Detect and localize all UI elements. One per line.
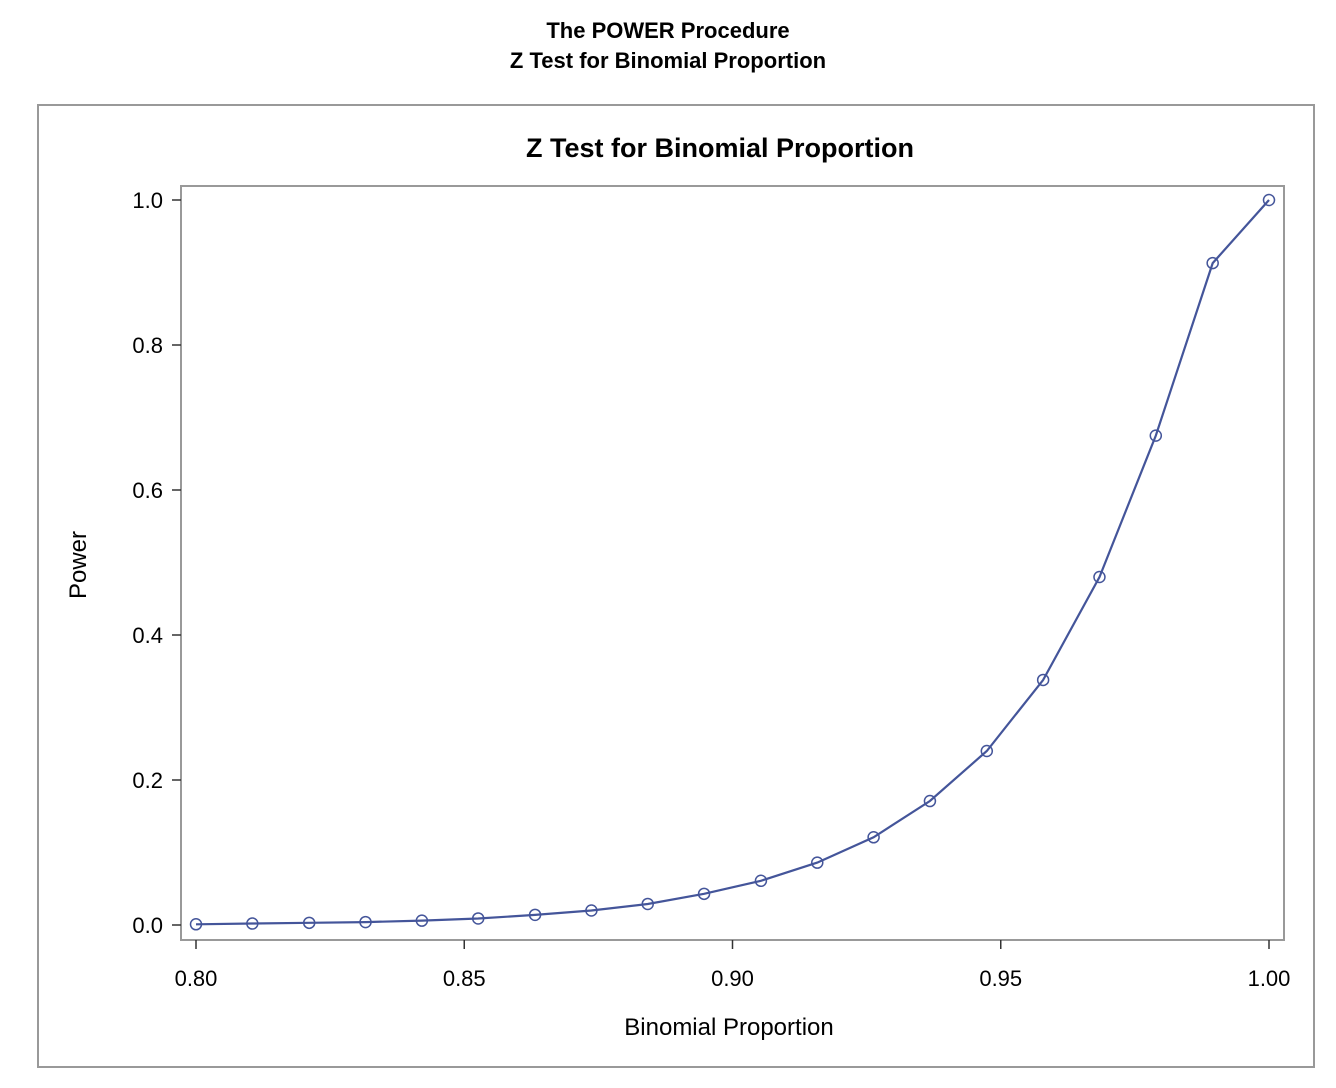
data-point xyxy=(302,916,316,930)
y-tick-label: 0.2 xyxy=(132,768,163,793)
procedure-subtitle: Z Test for Binomial Proportion xyxy=(509,48,827,73)
procedure-title: The POWER Procedure xyxy=(546,18,790,43)
graph-frame xyxy=(37,104,1315,1068)
data-point xyxy=(980,744,994,758)
data-point xyxy=(585,904,598,917)
y-tick-label: 0.0 xyxy=(132,913,163,938)
data-point xyxy=(1206,256,1219,270)
x-tick-label: 0.95 xyxy=(979,966,1022,991)
series-line xyxy=(195,199,1270,926)
data-point xyxy=(1262,193,1276,207)
y-tick-label: 0.4 xyxy=(132,623,163,648)
power-series xyxy=(189,193,1276,931)
x-axis-label: Binomial Proportion xyxy=(624,1014,833,1041)
x-axis: 0.80 0.85 0.90 0.95 1.00 xyxy=(175,940,1291,991)
data-point xyxy=(246,917,259,930)
data-point xyxy=(1149,429,1163,442)
x-tick-label: 1.00 xyxy=(1248,966,1291,991)
data-point xyxy=(528,908,542,922)
data-point xyxy=(754,874,768,888)
chart-title: Z Test for Binomial Proportion xyxy=(526,133,914,163)
y-axis-label: Power xyxy=(65,531,92,599)
data-point xyxy=(1093,570,1106,584)
data-point xyxy=(641,897,654,911)
x-tick-label: 0.90 xyxy=(711,966,754,991)
data-point xyxy=(189,918,203,931)
data-point xyxy=(471,912,485,925)
y-tick-label: 0.8 xyxy=(132,333,163,358)
data-point xyxy=(697,887,711,901)
x-tick-label: 0.85 xyxy=(443,966,486,991)
data-point xyxy=(1036,673,1050,687)
y-axis: 0.0 0.2 0.4 0.6 0.8 1.0 xyxy=(132,188,181,938)
y-tick-label: 0.6 xyxy=(132,478,163,503)
data-point xyxy=(867,831,880,844)
data-point xyxy=(359,915,372,929)
y-tick-label: 1.0 xyxy=(132,188,163,213)
data-point xyxy=(923,794,937,808)
x-tick-label: 0.80 xyxy=(175,966,218,991)
data-point xyxy=(811,856,824,869)
data-point xyxy=(415,914,429,927)
plot-area xyxy=(180,185,1285,941)
